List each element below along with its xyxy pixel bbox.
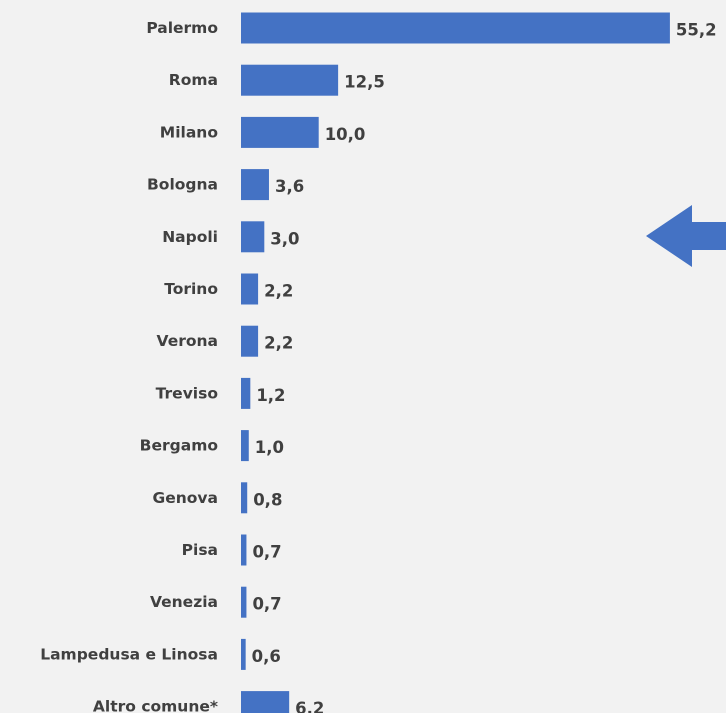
bar-roma	[241, 64, 339, 96]
value-label-genova: 0,8	[253, 490, 282, 509]
category-label-roma: Roma	[169, 71, 218, 89]
left-arrow-icon	[646, 205, 726, 267]
value-labels: 55,2 12,5 10,0 3,6 3,0 2,2 2,2 1,2 1,0 0,8 0,7 0,7 0…	[252, 21, 717, 713]
category-label-bologna: Bologna	[147, 176, 218, 194]
value-label-milano: 10,0	[325, 125, 366, 144]
bar-treviso	[241, 377, 251, 409]
bars-group	[241, 12, 670, 713]
category-label-venezia: Venezia	[150, 593, 218, 611]
category-label-milano: Milano	[160, 123, 218, 141]
category-label-palermo: Palermo	[146, 19, 218, 37]
value-label-verona: 2,2	[264, 334, 293, 353]
bar-genova	[241, 482, 248, 514]
category-label-lampedusa-e-linosa: Lampedusa e Linosa	[40, 645, 218, 663]
category-labels: Palermo Roma Milano Bologna Napoli Torino Vero…	[40, 19, 218, 713]
bar-lampedusa-e-linosa	[241, 638, 246, 670]
bar-torino	[241, 273, 259, 305]
bar-palermo	[241, 12, 670, 44]
value-label-venezia: 0,7	[252, 595, 281, 614]
category-label-genova: Genova	[153, 489, 218, 507]
value-label-treviso: 1,2	[256, 386, 285, 405]
value-label-torino: 2,2	[264, 282, 293, 301]
value-label-pisa: 0,7	[252, 543, 281, 562]
value-label-altro-comune: 6,2	[295, 699, 324, 713]
value-label-bologna: 3,6	[275, 177, 304, 196]
category-label-torino: Torino	[164, 280, 218, 298]
value-label-palermo: 55,2	[676, 21, 717, 40]
value-label-lampedusa-e-linosa: 0,6	[252, 647, 281, 666]
bar-pisa	[241, 534, 247, 566]
category-label-napoli: Napoli	[162, 228, 218, 246]
value-label-roma: 12,5	[344, 73, 385, 92]
category-label-pisa: Pisa	[182, 541, 218, 559]
bar-milano	[241, 116, 319, 148]
bar-bologna	[241, 169, 269, 201]
bar-bergamo	[241, 430, 249, 462]
category-label-treviso: Treviso	[156, 384, 218, 402]
bar-venezia	[241, 586, 247, 618]
bar-napoli	[241, 221, 265, 253]
value-label-bergamo: 1,0	[255, 438, 284, 457]
category-label-altro-comune: Altro comune*	[93, 698, 218, 713]
value-label-napoli: 3,0	[270, 229, 299, 248]
bar-verona	[241, 325, 259, 357]
category-label-verona: Verona	[157, 332, 218, 350]
bar-altro-comune	[241, 691, 290, 713]
category-label-bergamo: Bergamo	[140, 437, 218, 455]
